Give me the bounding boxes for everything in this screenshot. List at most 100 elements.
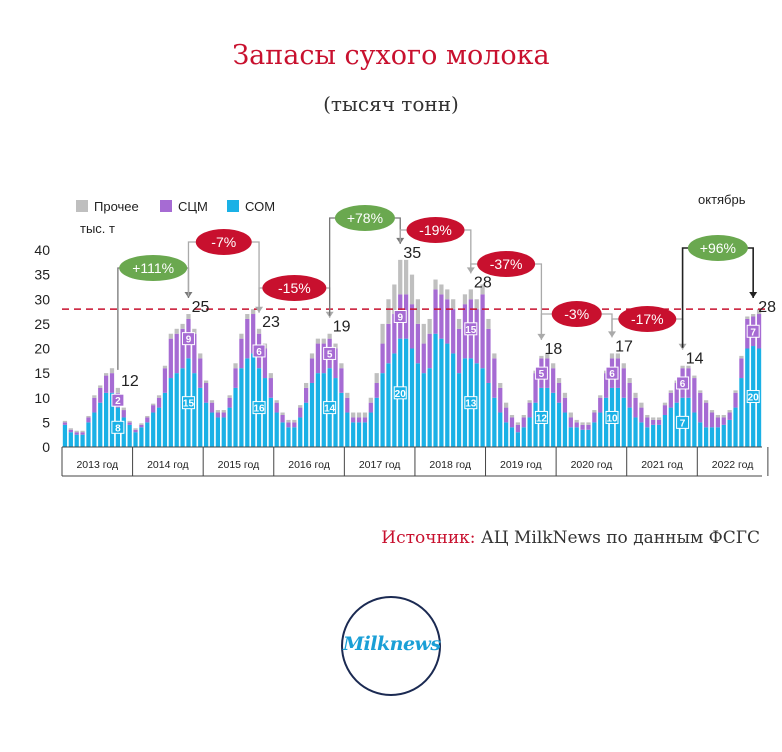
y-tick-label: 15 xyxy=(34,365,50,381)
bar-wmp xyxy=(192,333,197,374)
bar-value-label: 15 xyxy=(183,399,195,410)
bar-value-label: 13 xyxy=(465,399,477,410)
bar-other xyxy=(292,419,297,423)
bar-other xyxy=(398,259,403,295)
legend-swatch-2 xyxy=(160,200,172,212)
source-label: Источник: xyxy=(381,528,476,548)
bar-other xyxy=(333,343,338,349)
october-total-label: 28 xyxy=(758,299,776,316)
bar-smp xyxy=(209,412,215,447)
bar-other xyxy=(380,323,385,344)
bar-smp xyxy=(492,397,497,447)
bar-smp xyxy=(192,373,197,448)
bar-wmp xyxy=(68,429,73,433)
bar-smp xyxy=(162,392,168,447)
bar-other xyxy=(74,430,79,433)
change-badge-label: +78% xyxy=(347,210,383,226)
bar-other xyxy=(621,363,626,369)
bar-wmp xyxy=(309,358,315,383)
bar-other xyxy=(651,417,656,420)
legend-label-3: СОМ xyxy=(245,199,275,214)
bar-smp xyxy=(245,358,250,447)
bar-wmp xyxy=(421,343,426,374)
bar-smp xyxy=(368,412,373,447)
bar-wmp xyxy=(445,299,450,344)
bar-smp xyxy=(598,412,603,447)
change-badge-label: -19% xyxy=(419,222,452,238)
chart-subtitle: (тысяч тонн) xyxy=(323,92,459,116)
bar-other xyxy=(404,259,409,295)
change-badge xyxy=(195,229,252,255)
bar-wmp xyxy=(145,417,150,423)
milknews-logo: Milknews xyxy=(341,596,441,696)
bar-wmp xyxy=(674,382,679,403)
october-total-label: 18 xyxy=(545,341,563,358)
bar-value-box xyxy=(676,376,690,390)
x-tick-label: 2020 год xyxy=(571,459,613,471)
bar-wmp xyxy=(233,368,238,388)
bar-wmp xyxy=(74,432,79,435)
bar-other xyxy=(756,309,762,315)
bar-wmp xyxy=(521,417,526,428)
bar-value-label: 12 xyxy=(536,413,548,424)
bar-smp xyxy=(721,424,726,447)
bar-smp xyxy=(639,422,644,448)
x-tick-label: 2014 год xyxy=(147,459,189,471)
bar-other xyxy=(221,410,226,413)
bar-other xyxy=(339,363,344,369)
bar-smp xyxy=(315,373,320,448)
bar-value-box xyxy=(323,346,337,360)
bar-wmp xyxy=(239,338,244,369)
y-unit-label: тыс. т xyxy=(80,221,115,236)
bar-other xyxy=(727,410,732,413)
bar-smp xyxy=(498,412,503,447)
bar-other xyxy=(115,387,120,393)
october-total-label: 19 xyxy=(333,319,351,336)
bar-other xyxy=(686,365,691,369)
bar-smp xyxy=(168,378,173,447)
bar-smp xyxy=(104,392,109,447)
change-badge-label: -3% xyxy=(564,306,589,322)
bar-wmp xyxy=(180,328,185,369)
bar-wmp xyxy=(433,289,438,334)
bar-other xyxy=(745,316,750,319)
change-badge xyxy=(262,275,327,301)
bar-wmp xyxy=(456,328,462,374)
change-badge-label: -7% xyxy=(211,234,236,250)
period-label: октябрь xyxy=(698,192,746,207)
y-tick-label: 25 xyxy=(34,316,50,332)
bar-other xyxy=(180,323,185,329)
bar-wmp xyxy=(568,417,573,428)
bar-wmp xyxy=(533,373,538,403)
bar-smp xyxy=(415,363,420,447)
bar-other xyxy=(633,392,638,398)
bar-other xyxy=(274,400,279,403)
bar-value-box xyxy=(181,332,195,346)
bar-smp xyxy=(715,427,720,447)
legend-swatch-3 xyxy=(227,200,239,212)
change-badge xyxy=(334,205,395,231)
bar-other xyxy=(245,314,250,319)
change-badge xyxy=(477,251,536,277)
bar-other xyxy=(392,284,397,315)
bar-smp xyxy=(198,387,203,447)
bar-wmp xyxy=(251,314,256,354)
change-badge-label: -15% xyxy=(278,280,311,296)
bar-wmp xyxy=(498,387,503,413)
bar-wmp xyxy=(374,382,379,398)
change-badge-label: +96% xyxy=(700,240,736,256)
bar-wmp xyxy=(304,387,309,403)
y-tick-label: 40 xyxy=(34,242,50,258)
october-total-label: 17 xyxy=(615,338,633,355)
bar-wmp xyxy=(92,397,97,413)
bar-smp xyxy=(386,363,391,447)
bar-other xyxy=(62,420,68,423)
y-tick-label: 5 xyxy=(42,414,50,430)
y-tick-label: 10 xyxy=(34,390,50,406)
bar-other xyxy=(639,402,644,408)
bar-value-label: 9 xyxy=(397,312,403,323)
bar-other xyxy=(345,392,350,398)
bar-other xyxy=(568,412,573,418)
bar-other xyxy=(733,390,738,393)
